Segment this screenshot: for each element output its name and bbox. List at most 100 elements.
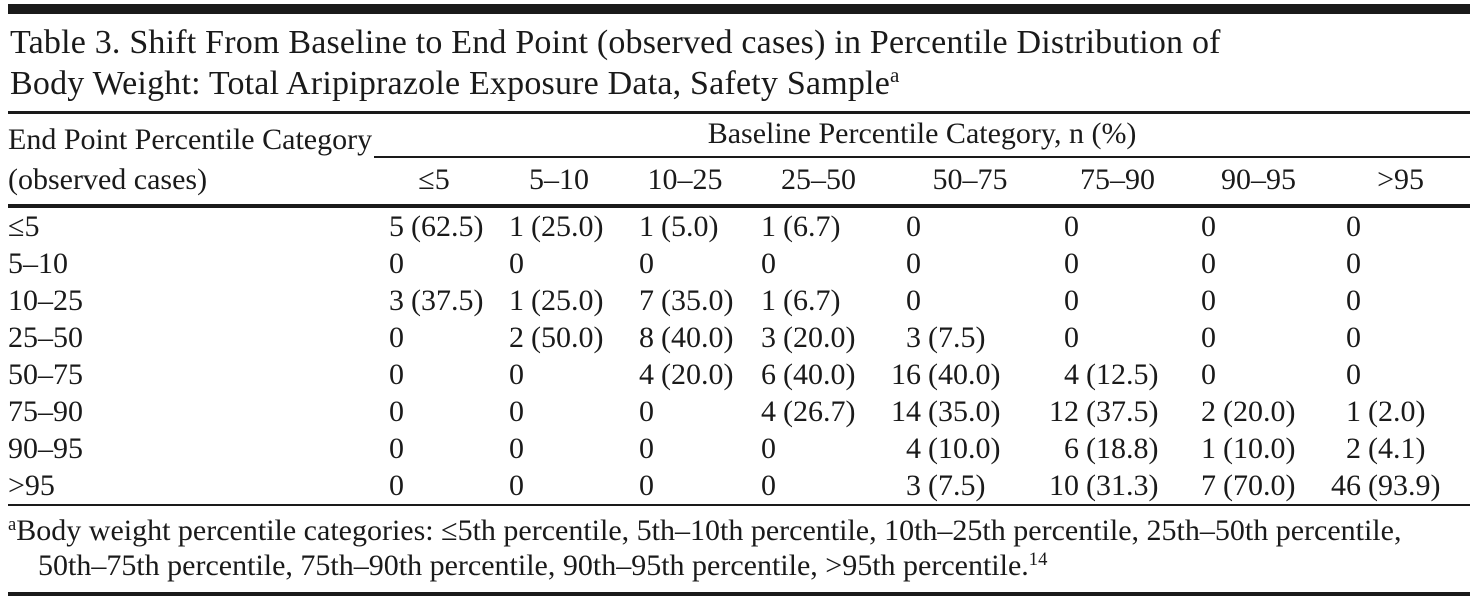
cell-count: 14 <box>891 395 921 428</box>
table-title-footnote-marker: a <box>890 63 900 88</box>
cell-count: 6 <box>1064 432 1079 465</box>
cell-count: 0 <box>389 247 404 280</box>
data-cell: 7 (70.0) <box>1186 467 1331 505</box>
column-header-5: 50–75 <box>891 157 1049 208</box>
cell-percent: (25.0) <box>531 284 604 317</box>
data-cell: 0 <box>1186 282 1331 319</box>
cell-count: 2 <box>1201 395 1216 428</box>
data-cell: 0 <box>624 393 746 430</box>
data-cell: 7 (35.0) <box>624 282 746 319</box>
baseline-group-header: Baseline Percentile Category, n (%) <box>374 114 1471 158</box>
cell-count: 0 <box>761 247 776 280</box>
column-header-8: >95 <box>1331 157 1471 208</box>
cell-count: 6 <box>761 358 776 391</box>
cell-count: 46 <box>1331 469 1361 502</box>
data-cell: 3 (7.5) <box>891 467 1049 505</box>
cell-percent: (40.0) <box>928 358 1001 391</box>
cell-percent: (40.0) <box>661 321 734 354</box>
cell-count: 12 <box>1049 395 1079 428</box>
cell-count: 0 <box>389 358 404 391</box>
footnote-text: Body weight percentile categories: ≤5th … <box>16 514 1402 582</box>
data-cell: 12 (37.5) <box>1049 393 1186 430</box>
cell-count: 0 <box>1201 210 1216 243</box>
cell-count: 4 <box>906 432 921 465</box>
data-cell: 0 <box>746 245 891 282</box>
cell-count: 1 <box>761 284 776 317</box>
data-cell: 6 (40.0) <box>746 356 891 393</box>
data-cell: 0 <box>891 206 1049 245</box>
cell-count: 3 <box>389 284 404 317</box>
data-cell: 0 <box>624 430 746 467</box>
cell-percent: (40.0) <box>783 358 856 391</box>
data-cell: 0 <box>374 245 494 282</box>
cell-count: 5 <box>389 210 404 243</box>
cell-count: 0 <box>639 432 654 465</box>
cell-count: 0 <box>509 395 524 428</box>
column-header-6: 75–90 <box>1049 157 1186 208</box>
data-cell: 6 (18.8) <box>1049 430 1186 467</box>
cell-count: 0 <box>1064 210 1079 243</box>
row-label: 50–75 <box>8 358 83 391</box>
data-cell: 2 (20.0) <box>1186 393 1331 430</box>
cell-count: 0 <box>1201 247 1216 280</box>
data-cell: 1 (2.0) <box>1331 393 1470 430</box>
data-cell: 2 (4.1) <box>1331 430 1470 467</box>
cell-percent: (37.5) <box>1086 395 1159 428</box>
data-cell: 0 <box>1331 282 1470 319</box>
data-cell: 1 (25.0) <box>494 282 624 319</box>
data-cell: 0 <box>624 245 746 282</box>
cell-count: 0 <box>509 358 524 391</box>
data-cell: 0 <box>494 467 624 505</box>
cell-percent: (26.7) <box>783 395 856 428</box>
top-rule <box>8 4 1470 14</box>
cell-percent: (62.5) <box>411 210 484 243</box>
data-cell: 0 <box>494 430 624 467</box>
cell-percent: (31.3) <box>1086 469 1159 502</box>
cell-count: 1 <box>1201 432 1216 465</box>
row-label: >95 <box>8 469 55 502</box>
cell-percent: (7.5) <box>928 469 986 502</box>
data-cell: 0 <box>1186 245 1331 282</box>
column-header-7: 90–95 <box>1186 157 1331 208</box>
cell-count: 4 <box>1064 358 1079 391</box>
data-cell: 1 (10.0) <box>1186 430 1331 467</box>
row-label: ≤5 <box>8 210 40 243</box>
cell-count: 1 <box>639 210 654 243</box>
data-cell: 16 (40.0) <box>891 356 1049 393</box>
cell-percent: (2.0) <box>1368 395 1426 428</box>
cell-count: 0 <box>1064 247 1079 280</box>
cell-count: 4 <box>639 358 654 391</box>
data-cell: 0 <box>1049 206 1186 245</box>
cell-percent: (20.0) <box>661 358 734 391</box>
cell-count: 8 <box>639 321 654 354</box>
column-header-4: 25–50 <box>746 157 891 208</box>
data-cell: 0 <box>1049 319 1186 356</box>
data-cell: 0 <box>494 245 624 282</box>
cell-count: 0 <box>509 247 524 280</box>
data-cell: 0 <box>374 430 494 467</box>
column-header-3: 10–25 <box>624 157 746 208</box>
table-row-1: ≤5 5 (62.5) 1 (25.0) 1 (5.0) 1 (6.7) 0 0 0 0 <box>8 206 1470 245</box>
data-cell: 8 (40.0) <box>624 319 746 356</box>
cell-count: 0 <box>389 395 404 428</box>
cell-count: 10 <box>1049 469 1079 502</box>
data-cell: 1 (5.0) <box>624 206 746 245</box>
cell-count: 1 <box>761 210 776 243</box>
cell-count: 0 <box>1064 284 1079 317</box>
cell-count: 0 <box>509 432 524 465</box>
data-cell: 0 <box>1331 206 1470 245</box>
data-cell: 0 <box>624 467 746 505</box>
table-row-5: 50–75 0 0 4 (20.0) 6 (40.0) 16 (40.0) 4 (12.5) 0 0 <box>8 356 1470 393</box>
data-cell: 0 <box>1186 319 1331 356</box>
data-cell: 1 (6.7) <box>746 206 891 245</box>
data-cell: 1 (25.0) <box>494 206 624 245</box>
cell-percent: (35.0) <box>661 284 734 317</box>
cell-percent: (6.7) <box>783 210 841 243</box>
data-cell: 5 (62.5) <box>374 206 494 245</box>
table-row-6: 75–90 0 0 0 4 (26.7) 14 (35.0) 12 (37.5) 2 (20.0) 1(… <box>8 393 1470 430</box>
data-cell: 0 <box>494 356 624 393</box>
cell-percent: (93.9) <box>1368 469 1441 502</box>
cell-count: 16 <box>891 358 921 391</box>
column-header-2: 5–10 <box>494 157 624 208</box>
cell-count: 0 <box>639 469 654 502</box>
